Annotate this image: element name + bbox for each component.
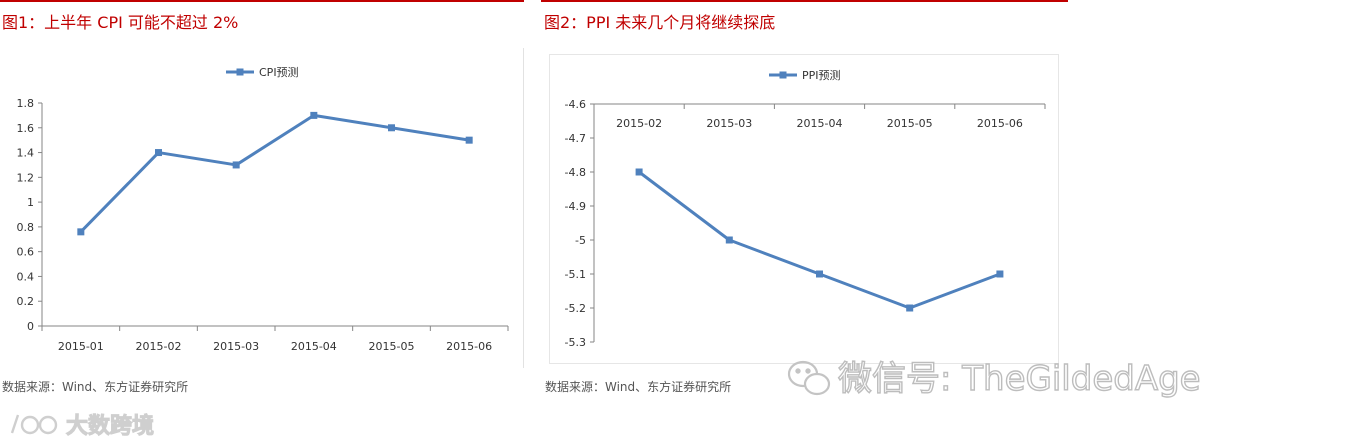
y-tick-label: -5 — [575, 234, 586, 247]
y-tick-label: -4.8 — [565, 166, 586, 179]
site-logo: 大数跨境 — [10, 413, 155, 440]
y-tick-label: -5.1 — [565, 268, 586, 281]
y-tick-label: -4.9 — [565, 200, 586, 213]
legend-marker-icon — [236, 68, 244, 76]
y-tick-label: 1 — [27, 196, 34, 209]
y-tick-label: 0.6 — [17, 246, 35, 259]
x-tick-label: 2015-06 — [446, 340, 492, 353]
x-tick-label: 2015-04 — [291, 340, 337, 353]
cpi-chart: 0 0.2 0.4 0.6 0.8 1 1.2 1.4 1.6 1.8 2015-01 2015-02… — [17, 66, 509, 353]
x-tick-label: 2015-02 — [616, 117, 662, 130]
right-source-note: 数据来源：Wind、东方证券研究所 — [545, 380, 732, 394]
x-tick-label: 2015-03 — [706, 117, 752, 130]
y-tick-label: -4.7 — [565, 132, 586, 145]
data-point-marker — [816, 270, 823, 278]
x-tick-label: 2015-04 — [797, 117, 843, 130]
x-tick-label: 2015-02 — [136, 340, 182, 353]
y-tick-label: 1.4 — [17, 147, 35, 160]
y-tick-label: -5.3 — [565, 336, 586, 349]
y-tick-label: 1.6 — [17, 122, 35, 135]
chart-area-frame — [549, 54, 1059, 364]
data-point-marker — [635, 168, 643, 176]
data-point-marker — [725, 236, 733, 244]
series-line — [79, 113, 470, 233]
y-tick-label: -5.2 — [565, 302, 586, 315]
ppi-chart: -4.6 -4.7 -4.8 -4.9 -5 -5.1 -5.2 -5.3 2015-02 201… — [549, 54, 1059, 364]
wechat-icon — [787, 360, 831, 396]
x-tick-label: 2015-06 — [977, 117, 1023, 130]
left-chart-title: 图1：上半年 CPI 可能不超过 2% — [2, 13, 239, 32]
y-tick-label: 0 — [27, 320, 34, 333]
y-tick-label: 0.4 — [17, 270, 35, 283]
data-point-marker — [388, 124, 395, 132]
x-tick-label: 2015-05 — [369, 340, 415, 353]
logo-mark-icon — [10, 414, 58, 435]
y-tick-label: -4.6 — [565, 98, 586, 111]
logo-text: 大数跨境 — [66, 413, 154, 439]
y-tick-label: 1.2 — [17, 171, 35, 184]
data-point-marker — [155, 149, 162, 157]
data-point-marker — [310, 111, 318, 119]
data-point-marker — [465, 136, 473, 144]
right-chart-title: 图2：PPI 未来几个月将继续探底 — [544, 13, 776, 32]
legend-marker-icon — [779, 71, 787, 79]
legend-label: PPI预测 — [802, 69, 841, 82]
y-tick-label: 1.8 — [17, 97, 35, 110]
wechat-watermark: 微信号: TheGildedAge — [787, 358, 1201, 400]
data-point-marker — [77, 228, 85, 236]
watermark-text: 微信号: TheGildedAge — [838, 359, 1201, 399]
left-title-rule — [0, 0, 524, 2]
x-tick-label: 2015-05 — [887, 117, 933, 130]
y-tick-label: 0.2 — [17, 295, 35, 308]
x-tick-label: 2015-03 — [213, 340, 259, 353]
legend-label: CPI预测 — [259, 66, 299, 79]
x-tick-label: 2015-01 — [58, 340, 104, 353]
y-tick-label: 0.8 — [17, 221, 35, 234]
data-point-marker — [906, 304, 914, 312]
data-point-marker — [996, 270, 1004, 278]
left-source-note: 数据来源：Wind、东方证券研究所 — [2, 380, 189, 394]
panel-divider — [523, 48, 524, 368]
right-title-rule — [541, 0, 1068, 2]
data-point-marker — [232, 161, 240, 169]
